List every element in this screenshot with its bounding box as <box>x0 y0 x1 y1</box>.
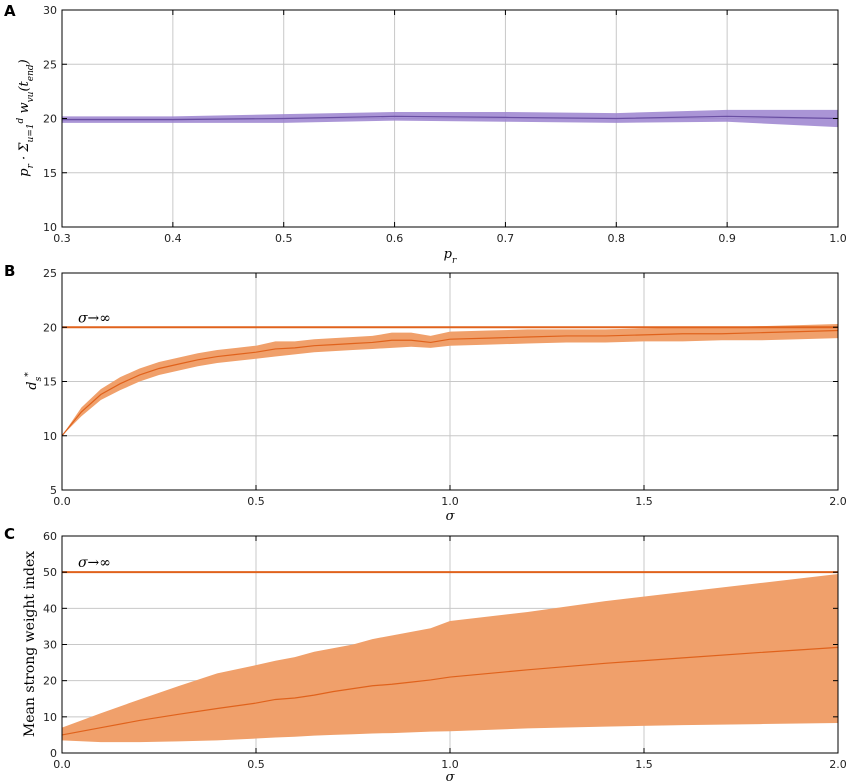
panel-b-reference-label: σ→∞ <box>78 310 111 326</box>
panel-a-ytick-label: 25 <box>43 58 57 71</box>
panel-c-ytick-label: 40 <box>43 602 57 615</box>
panel-b-ytick-label: 20 <box>43 321 57 334</box>
svg-text:Mean strong weight index: Mean strong weight index <box>22 551 38 737</box>
panel-a-xtick-label: 0.7 <box>497 232 515 245</box>
panel-a-xlabel: pr <box>444 247 457 266</box>
panel-b-grid <box>62 273 838 490</box>
panel-c-ticks: 0.0 0.5 1.0 1.5 2.0 0 10 20 30 40 50 60 <box>43 530 847 771</box>
panel-a-ylabel: pr · Σu=1d wvu(tend) <box>16 59 36 177</box>
panel-b-xtick-label: 2.0 <box>829 495 847 508</box>
svg-text:ds*: ds* <box>24 372 44 390</box>
panel-c: C σ→∞ 0.0 0.5 1.0 1.5 2.0 0 10 20 30 40 50 60 σ Mea… <box>4 525 847 784</box>
panel-c-xtick-label: 1.5 <box>635 758 653 771</box>
panel-b-letter: B <box>4 262 15 280</box>
panel-c-xlabel: σ <box>446 770 456 784</box>
panel-a-ytick-label: 30 <box>43 4 57 17</box>
panel-b-marks: σ→∞ <box>61 310 839 437</box>
panel-b-series-line <box>61 329 839 437</box>
panel-c-xtick-label: 0.0 <box>53 758 71 771</box>
panel-b-xtick-label: 1.5 <box>635 495 653 508</box>
panel-a-ticks: 0.3 0.4 0.5 0.6 0.7 0.8 0.9 1.0 10 15 20 25 30 <box>43 4 847 245</box>
panel-b-ytick-label: 5 <box>50 484 57 497</box>
panel-c-ytick-label: 60 <box>43 530 57 543</box>
panel-c-marks: σ→∞ <box>61 555 839 743</box>
panel-a-ytick-label: 20 <box>43 113 57 126</box>
panel-a-xtick-label: 1.0 <box>829 232 847 245</box>
panel-c-ytick-label: 20 <box>43 675 57 688</box>
panel-a-confidence-band <box>62 109 838 128</box>
panel-a-ytick-label: 15 <box>43 167 57 180</box>
panel-c-xtick-label: 2.0 <box>829 758 847 771</box>
panel-b: B σ→∞ 0.0 0.5 1.0 1.5 2.0 5 10 15 20 25 σ ds* <box>4 262 847 524</box>
panel-a-xtick-label: 0.8 <box>608 232 626 245</box>
panel-c-xtick-label: 1.0 <box>441 758 459 771</box>
panel-c-ytick-label: 0 <box>50 747 57 760</box>
panel-c-ytick-label: 10 <box>43 711 57 724</box>
panel-a-xtick-label: 0.9 <box>718 232 736 245</box>
panel-a-xtick-label: 0.3 <box>53 232 71 245</box>
panel-c-confidence-band <box>62 573 838 743</box>
panel-c-ytick-label: 30 <box>43 639 57 652</box>
panel-b-ticks: 0.0 0.5 1.0 1.5 2.0 5 10 15 20 25 <box>43 267 847 508</box>
panel-a-marks <box>62 109 839 128</box>
panel-b-ylabel: ds* <box>24 372 44 390</box>
panel-c-xtick-label: 0.5 <box>247 758 265 771</box>
panel-a-series-line <box>62 115 839 121</box>
panel-a-ytick-label: 10 <box>43 221 57 234</box>
panel-c-reference-label: σ→∞ <box>78 555 111 571</box>
panel-b-ytick-label: 10 <box>43 430 57 443</box>
panel-c-series-line <box>61 646 839 736</box>
panel-a-xtick-label: 0.5 <box>275 232 293 245</box>
panel-a-letter: A <box>4 2 16 20</box>
panel-a: A 0.3 0.4 0.5 0.6 0.7 0.8 0.9 1.0 10 15 20 25 30 pr … <box>4 2 847 266</box>
svg-text:pr · Σu=1d wvu(tend): pr · Σu=1d wvu(tend) <box>16 59 36 177</box>
panel-c-ytick-label: 50 <box>43 566 57 579</box>
panel-c-letter: C <box>4 525 15 543</box>
panel-b-xtick-label: 0.5 <box>247 495 265 508</box>
panel-a-xtick-label: 0.6 <box>386 232 404 245</box>
panel-b-ytick-label: 15 <box>43 376 57 389</box>
panel-b-xlabel: σ <box>446 509 456 524</box>
panel-a-xtick-label: 0.4 <box>164 232 182 245</box>
panel-b-xtick-label: 1.0 <box>441 495 459 508</box>
panel-c-ylabel: Mean strong weight index <box>22 551 38 737</box>
panel-b-xtick-label: 0.0 <box>53 495 71 508</box>
panel-b-ytick-label: 25 <box>43 267 57 280</box>
